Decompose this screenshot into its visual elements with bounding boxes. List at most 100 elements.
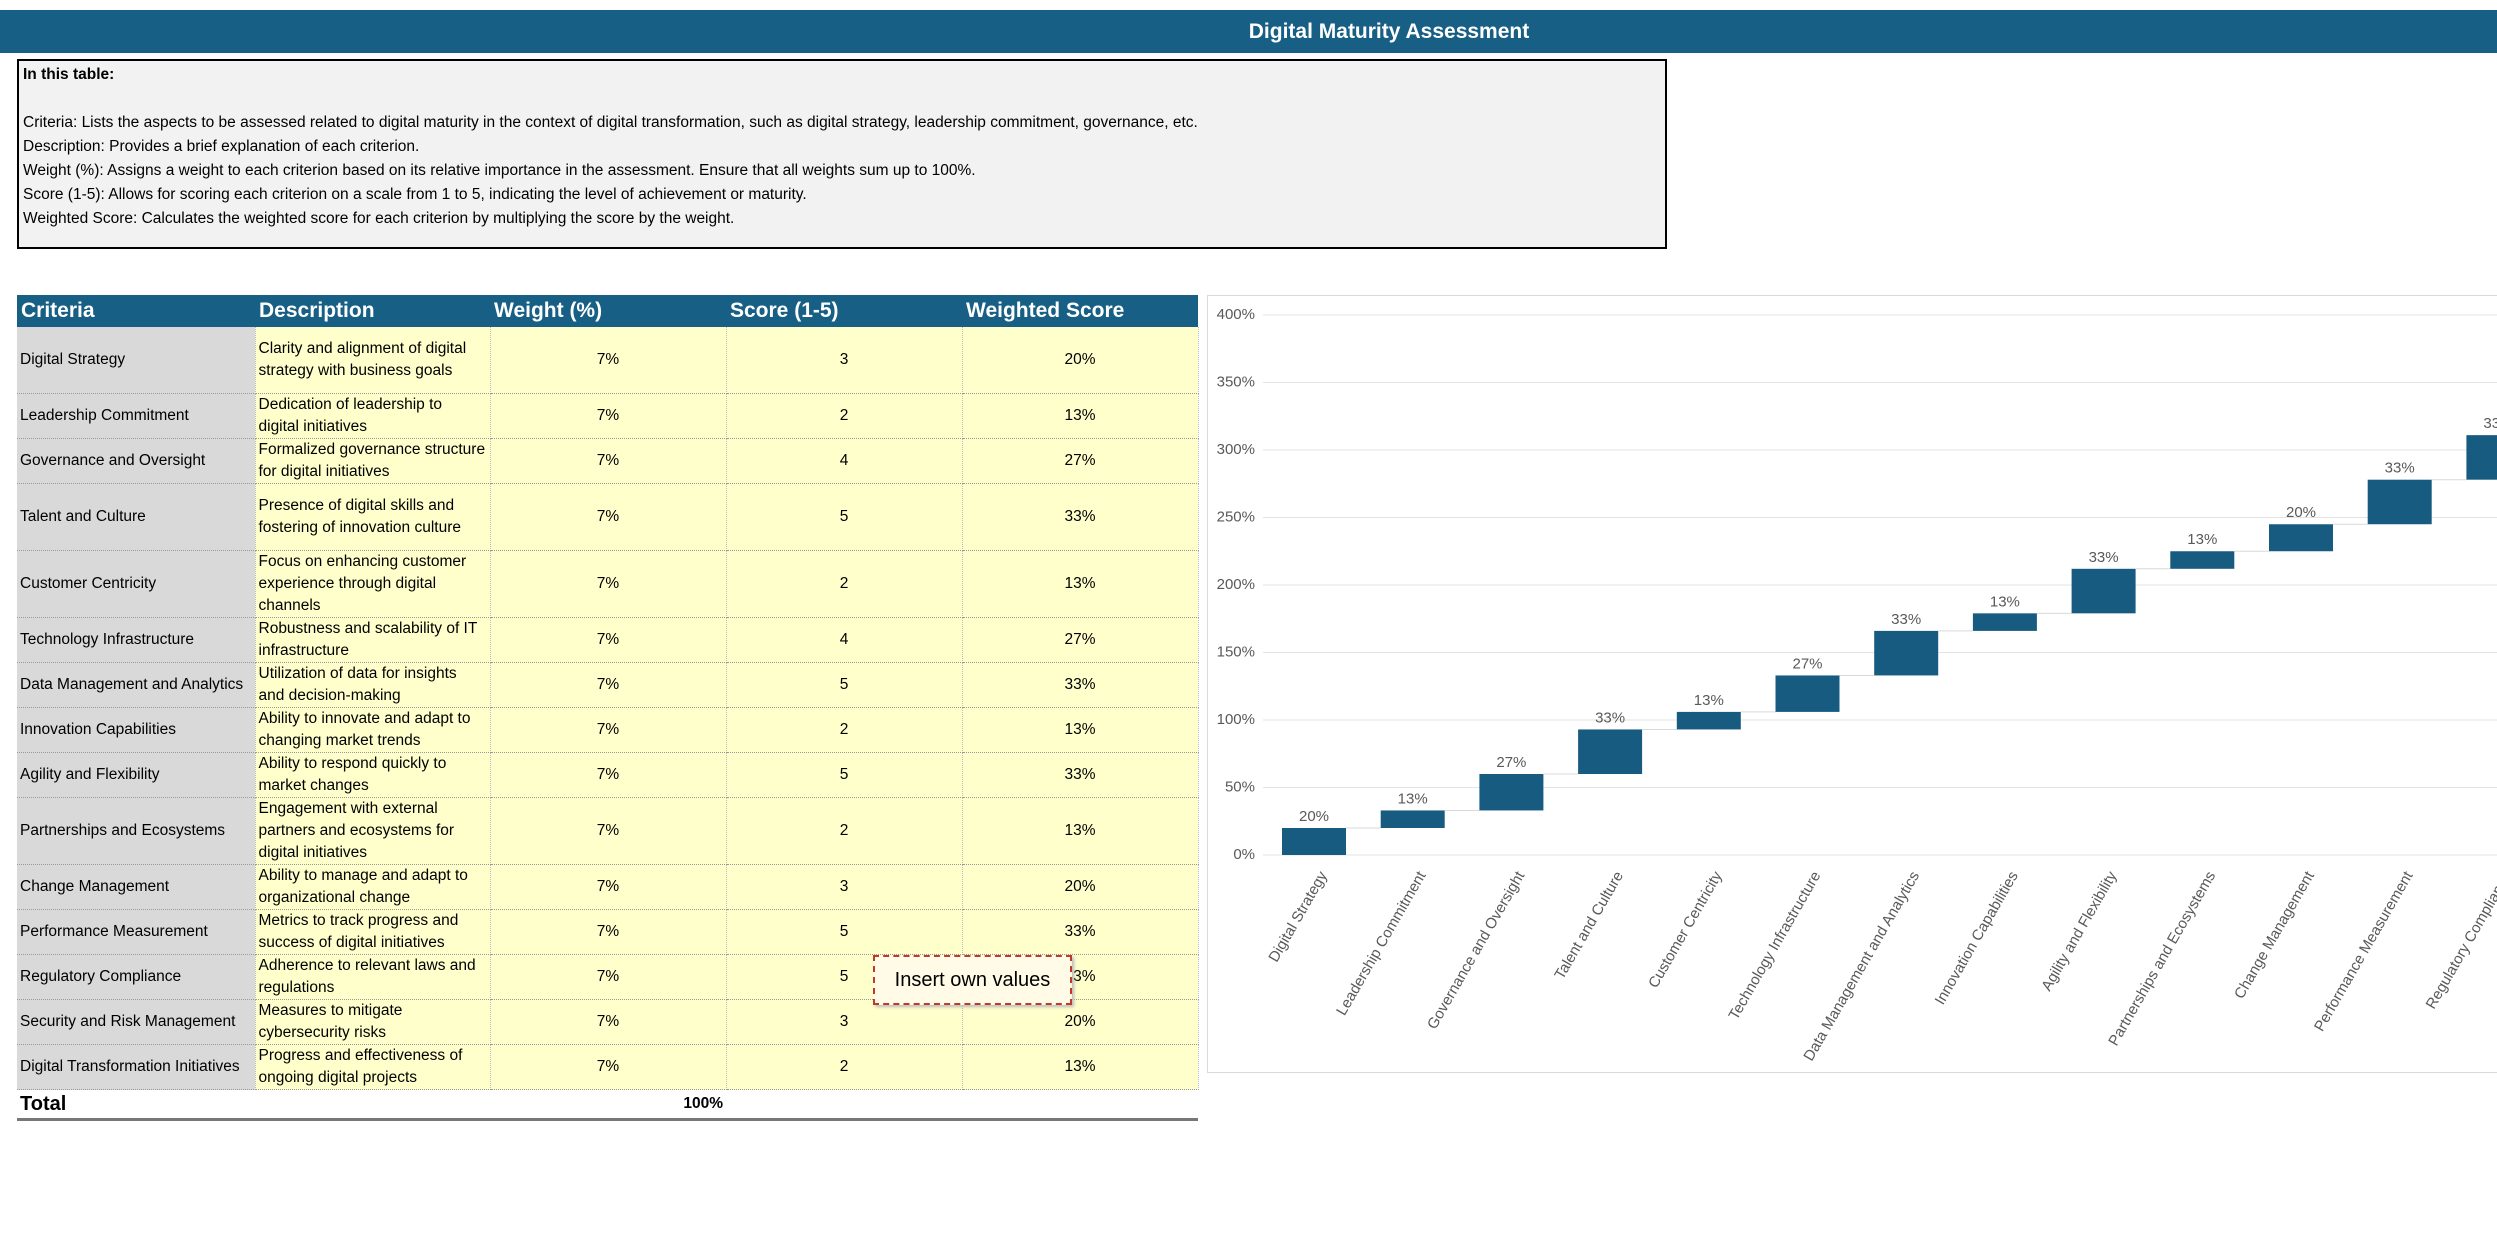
info-line: Weighted Score: Calculates the weighted … [23, 210, 735, 227]
score-cell: 2 [726, 707, 963, 753]
description-cell: Progress and effectiveness of ongoing di… [255, 1044, 491, 1090]
info-lines: Criteria: Lists the aspects to be assess… [23, 111, 1661, 231]
description-cell: Utilization of data for insights and dec… [255, 662, 491, 708]
waterfall-bar [2170, 551, 2235, 569]
weight-cell: 7% [490, 707, 727, 753]
chart: 0%50%100%150%200%250%300%350%400%20%Digi… [1207, 295, 2497, 1073]
weight-cell: 7% [490, 327, 727, 394]
description-cell: Ability to innovate and adapt to changin… [255, 707, 491, 753]
y-tick-label: 100% [1217, 711, 1255, 728]
criteria-cell: Performance Measurement [17, 909, 256, 955]
data-label: 33% [2483, 415, 2497, 432]
y-tick-label: 300% [1217, 441, 1255, 458]
weighted-score-cell: 27% [962, 438, 1199, 484]
criteria-cell: Digital Strategy [17, 327, 256, 394]
data-label: 20% [2286, 504, 2316, 521]
score-cell: 4 [726, 438, 963, 484]
total-weight: 100% [490, 1089, 726, 1121]
waterfall-bar [1380, 810, 1445, 828]
waterfall-bar [2269, 524, 2333, 552]
description-cell: Engagement with external partners and ec… [255, 797, 491, 865]
callout: Insert own values [873, 955, 1072, 1005]
data-label: 33% [2089, 549, 2119, 566]
y-tick-label: 250% [1217, 508, 1255, 525]
column-header: Weighted Score [962, 295, 1198, 327]
waterfall-bar [2367, 479, 2432, 525]
score-cell: 5 [726, 909, 963, 955]
criteria-cell: Customer Centricity [17, 550, 256, 618]
criteria-cell: Technology Infrastructure [17, 617, 256, 663]
criteria-cell: Regulatory Compliance [17, 954, 256, 1000]
weighted-score-cell: 13% [962, 797, 1199, 865]
weight-cell: 7% [490, 662, 727, 708]
waterfall-bar [1282, 828, 1346, 855]
data-label: 27% [1496, 754, 1526, 771]
score-cell: 3 [726, 999, 963, 1045]
weight-cell: 7% [490, 1044, 727, 1090]
description-cell: Focus on enhancing customer experience t… [255, 550, 491, 618]
description-cell: Metrics to track progress and success of… [255, 909, 491, 955]
total-label: Total [17, 1089, 255, 1121]
waterfall-bar [1479, 774, 1544, 811]
weighted-score-cell: 13% [962, 550, 1199, 618]
data-label: 27% [1792, 655, 1822, 672]
criteria-cell: Digital Transformation Initiatives [17, 1044, 256, 1090]
waterfall-bar [1676, 711, 1741, 730]
weighted-score-cell: 33% [962, 662, 1199, 708]
criteria-cell: Security and Risk Management [17, 999, 256, 1045]
description-cell: Ability to manage and adapt to organizat… [255, 864, 491, 910]
info-line: Description: Provides a brief explanatio… [23, 138, 420, 155]
weighted-score-cell: 27% [962, 617, 1199, 663]
info-box: In this table: Criteria: Lists the aspec… [17, 59, 1667, 249]
data-label: 13% [2187, 531, 2217, 548]
assessment-table: Criteria Description Weight (%) Score (1-5)… [17, 295, 1199, 1121]
table-row: Agility and Flexibility Ability to respon… [17, 752, 1199, 798]
score-cell: 2 [726, 797, 963, 865]
criteria-cell: Innovation Capabilities [17, 707, 256, 753]
data-label: 13% [1398, 790, 1428, 807]
info-line: Criteria: Lists the aspects to be assess… [23, 114, 1198, 131]
table-row: Talent and Culture Presence of digital sk… [17, 483, 1199, 551]
y-tick-label: 50% [1225, 778, 1255, 795]
column-header: Score (1-5) [726, 295, 962, 327]
table-row: Change Management Ability to manage and a… [17, 864, 1199, 910]
weight-cell: 7% [490, 999, 727, 1045]
total-spacer [726, 1089, 962, 1121]
description-cell: Presence of digital skills and fostering… [255, 483, 491, 551]
total-spacer [255, 1089, 490, 1121]
data-label: 13% [1990, 593, 2020, 610]
weight-cell: 7% [490, 954, 727, 1000]
criteria-cell: Data Management and Analytics [17, 662, 256, 708]
total-row: Total 100% [17, 1089, 1198, 1121]
column-header: Criteria [17, 295, 255, 327]
description-cell: Formalized governance structure for digi… [255, 438, 491, 484]
score-cell: 5 [726, 483, 963, 551]
table-row: Innovation Capabilities Ability to innova… [17, 707, 1199, 753]
criteria-cell: Partnerships and Ecosystems [17, 797, 256, 865]
table-row: Leadership Commitment Dedication of leade… [17, 393, 1199, 439]
score-cell: 2 [726, 1044, 963, 1090]
score-cell: 3 [726, 864, 963, 910]
criteria-cell: Governance and Oversight [17, 438, 256, 484]
criteria-cell: Change Management [17, 864, 256, 910]
info-line: Score (1-5): Allows for scoring each cri… [23, 186, 807, 203]
criteria-cell: Talent and Culture [17, 483, 256, 551]
info-heading: In this table: [23, 66, 115, 83]
total-spacer [962, 1089, 1198, 1121]
weight-cell: 7% [490, 550, 727, 618]
score-cell: 4 [726, 617, 963, 663]
description-cell: Robustness and scalability of IT infrast… [255, 617, 491, 663]
waterfall-bar [2466, 435, 2497, 480]
table-row: Security and Risk Management Measures to … [17, 999, 1199, 1045]
waterfall-bar [1874, 630, 1939, 676]
info-line: Weight (%): Assigns a weight to each cri… [23, 162, 976, 179]
weighted-score-cell: 33% [962, 752, 1199, 798]
data-label: 33% [1891, 611, 1921, 628]
page-title: Digital Maturity Assessment [1248, 20, 1530, 43]
description-cell: Ability to respond quickly to market cha… [255, 752, 491, 798]
weighted-score-cell: 33% [962, 909, 1199, 955]
weighted-score-cell: 13% [962, 707, 1199, 753]
score-cell: 5 [726, 662, 963, 708]
data-label: 13% [1694, 692, 1724, 709]
